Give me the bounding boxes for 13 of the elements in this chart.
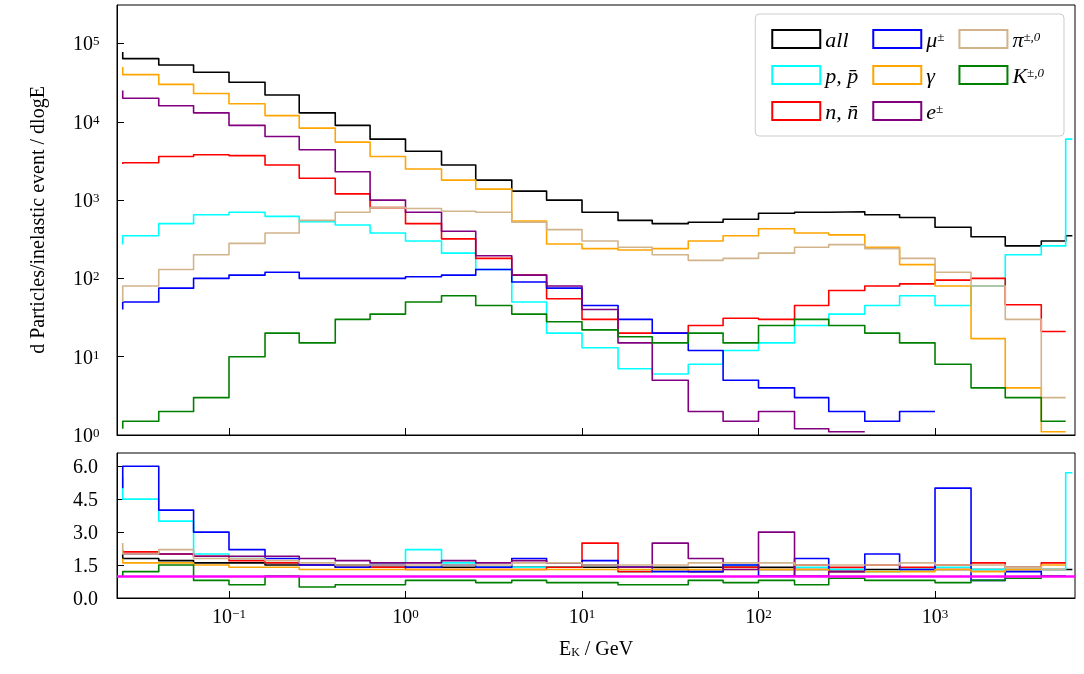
legend-label: μ± — [925, 26, 945, 52]
y-tick-label: 6.0 — [73, 455, 98, 478]
y-tick-label: 1.5 — [73, 554, 98, 577]
y-tick-label: 4.5 — [73, 488, 98, 511]
legend-label: e± — [926, 98, 944, 124]
legend-label: all — [825, 26, 849, 52]
legend-label: p, p̄ — [823, 62, 859, 88]
legend-label: n, n̄ — [825, 98, 859, 124]
y-axis-title: d Particles/inelastic event / dlogE — [26, 86, 49, 354]
y-tick-label: 3.0 — [73, 521, 98, 544]
legend-label: γ — [926, 62, 937, 88]
x-axis-title: EK / GeV — [558, 637, 634, 659]
y-tick-label: 0.0 — [73, 587, 98, 609]
